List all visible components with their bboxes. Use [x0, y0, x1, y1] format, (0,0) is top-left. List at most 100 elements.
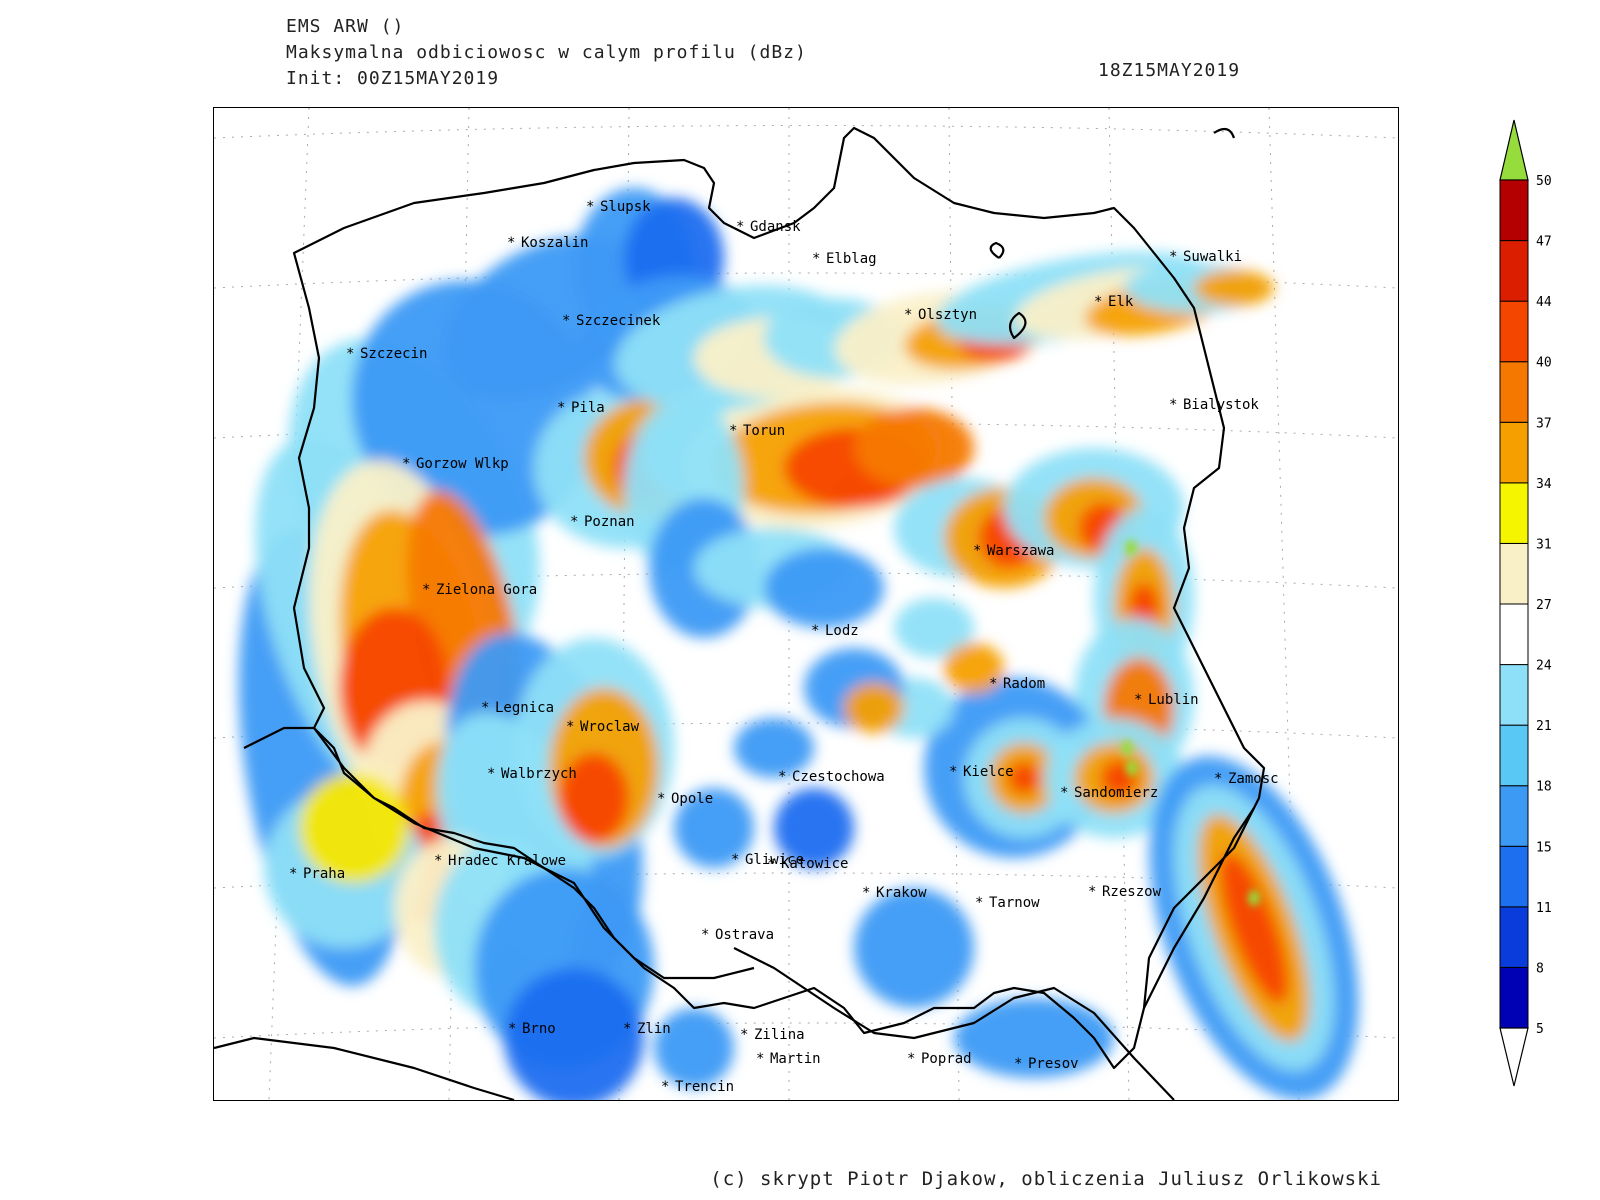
city-elblag: * Elblag — [812, 251, 877, 267]
city-label: Zamosc — [1228, 771, 1279, 787]
reflectivity-cell — [559, 753, 629, 843]
city-marker-icon: * — [434, 853, 442, 869]
map-frame[interactable]: * Slupsk * Koszalin * Gdansk * Elblag * Suwalki * E… — [213, 107, 1399, 1101]
city-label: Zielona Gora — [436, 582, 537, 598]
city-label: Warszawa — [987, 543, 1054, 559]
city-marker-icon: * — [811, 623, 819, 639]
city-marker-icon: * — [1014, 1056, 1022, 1072]
city-zielona-gora: * Zielona Gora — [422, 582, 537, 598]
colorbar-level-label: 5 — [1536, 1022, 1544, 1037]
city-marker-icon: * — [507, 235, 515, 251]
city-trencin: * Trencin — [661, 1079, 734, 1095]
city-label: Ostrava — [715, 927, 774, 943]
city-label: Koszalin — [521, 235, 588, 251]
country-borders — [214, 126, 1266, 1100]
colorbar-level-label: 11 — [1536, 901, 1552, 916]
colorbar-bottom-triangle — [1499, 1027, 1529, 1087]
colorbar-cell — [1499, 361, 1529, 423]
city-marker-icon: * — [346, 346, 354, 362]
city-label: Elblag — [826, 251, 877, 267]
city-marker-icon: * — [402, 456, 410, 472]
variable-title: Maksymalna odbiciowosc w calym profilu (… — [286, 42, 807, 63]
city-label: Martin — [770, 1051, 821, 1067]
city-label: Gliwice — [745, 852, 804, 868]
city-label: Wroclaw — [580, 719, 640, 735]
colorbar-cell — [1499, 240, 1529, 302]
city-label: Lublin — [1148, 692, 1199, 708]
city-label: Gorzow Wlkp — [416, 456, 509, 472]
city-marker-icon: * — [736, 219, 744, 235]
city-brno: * Brno — [508, 1021, 556, 1037]
city-lodz: * Lodz — [811, 623, 859, 639]
reflectivity-cell — [674, 788, 754, 868]
colorbar-level-label: 50 — [1536, 174, 1552, 189]
colorbar-cell — [1499, 724, 1529, 787]
reflectivity-cell — [894, 598, 974, 658]
city-label: Gdansk — [750, 219, 801, 235]
city-marker-icon: * — [729, 423, 737, 439]
city-label: Hradec Kralowe — [448, 853, 566, 869]
city-marker-icon: * — [570, 514, 578, 530]
city-czestochowa: * Czestochowa — [778, 769, 885, 785]
city-opole: * Opole — [657, 791, 713, 807]
city-elk: * Elk — [1094, 294, 1134, 310]
city-label: Poprad — [921, 1051, 972, 1067]
reflectivity-cell — [774, 788, 854, 868]
colorbar-cell — [1499, 845, 1529, 908]
colorbar-cell — [1499, 482, 1529, 544]
colorbar-cell — [1499, 603, 1529, 666]
city-gorzow-wlkp: * Gorzow Wlkp — [402, 456, 509, 472]
reflectivity-cell — [1219, 852, 1289, 1004]
colorbar-level-label: 37 — [1536, 416, 1552, 431]
city-marker-icon: * — [740, 1027, 748, 1043]
reflectivity-core — [1121, 740, 1133, 756]
reflectivity-cell — [734, 718, 814, 778]
city-radom: * Radom — [989, 676, 1045, 692]
city-marker-icon: * — [1094, 294, 1102, 310]
city-label: Elk — [1108, 294, 1134, 310]
city-koszalin: * Koszalin — [507, 235, 588, 251]
city-walbrzych: * Walbrzych — [487, 766, 577, 782]
city-marker-icon: * — [557, 400, 565, 416]
city-label: Trencin — [675, 1079, 734, 1095]
city-slupsk: * Slupsk — [586, 199, 651, 215]
city-marker-icon: * — [1060, 785, 1068, 801]
city-marker-icon: * — [1088, 884, 1096, 900]
city-suwalki: * Suwalki — [1169, 249, 1242, 265]
city-zilina: * Zilina — [740, 1027, 805, 1043]
city-marker-icon: * — [422, 582, 430, 598]
reflectivity-cell — [764, 548, 884, 628]
city-marker-icon: * — [907, 1051, 915, 1067]
city-hradec-kralowe: * Hradec Kralowe — [434, 853, 566, 869]
city-szczecinek: * Szczecinek — [562, 313, 661, 329]
city-olsztyn: * Olsztyn — [904, 307, 977, 323]
city-label: Katowice — [781, 856, 848, 872]
city-poprad: * Poprad — [907, 1051, 972, 1067]
city-praha: * Praha — [289, 866, 345, 882]
city-ostrava: * Ostrava — [701, 927, 774, 943]
city-marker-icon: * — [562, 313, 570, 329]
colorbar-cell — [1499, 300, 1529, 363]
city-label: Czestochowa — [792, 769, 885, 785]
colorbar-level-label: 18 — [1536, 780, 1552, 795]
reflectivity-cell — [654, 1008, 734, 1088]
init-time: Init: 00Z15MAY2019 — [286, 68, 500, 89]
colorbar-cell — [1499, 179, 1529, 242]
reflectivity-cell — [1194, 270, 1274, 306]
city-pila: * Pila — [557, 400, 605, 416]
city-katowice: * Katowice — [767, 856, 848, 872]
reflectivity-core — [1126, 760, 1138, 776]
reflectivity-cell — [854, 888, 974, 1008]
radar-map[interactable]: * Slupsk * Koszalin * Gdansk * Elblag * Suwalki * E… — [214, 108, 1398, 1100]
city-label: Walbrzych — [501, 766, 577, 782]
colorbar-level-label: 8 — [1536, 961, 1544, 976]
city-marker-icon: * — [862, 885, 870, 901]
city-warszawa: * Warszawa — [973, 543, 1054, 559]
city-wroclaw: * Wroclaw — [566, 719, 640, 735]
city-marker-icon: * — [973, 543, 981, 559]
city-markers: * Slupsk * Koszalin * Gdansk * Elblag * Suwalki * E… — [289, 199, 1279, 1095]
reflectivity-cell — [944, 643, 1004, 693]
reflectivity-core — [1248, 890, 1260, 906]
reflectivity-cell — [854, 408, 974, 488]
city-label: Tarnow — [989, 895, 1040, 911]
